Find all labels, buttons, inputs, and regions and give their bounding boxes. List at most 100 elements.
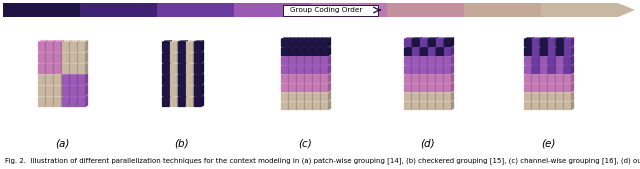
- Polygon shape: [404, 91, 414, 93]
- Polygon shape: [328, 38, 331, 47]
- Polygon shape: [444, 65, 454, 66]
- Polygon shape: [531, 101, 534, 110]
- Bar: [178, 97, 185, 107]
- Bar: [46, 86, 53, 96]
- Bar: [428, 66, 435, 74]
- Bar: [313, 57, 320, 65]
- Polygon shape: [289, 55, 299, 57]
- Polygon shape: [45, 52, 48, 63]
- Bar: [194, 64, 201, 74]
- Polygon shape: [435, 65, 438, 74]
- Polygon shape: [305, 55, 315, 57]
- Polygon shape: [618, 3, 635, 17]
- Polygon shape: [281, 82, 291, 84]
- Polygon shape: [38, 52, 48, 53]
- Bar: [313, 93, 320, 101]
- Bar: [3, 3, 80, 17]
- Polygon shape: [412, 82, 422, 84]
- Polygon shape: [85, 41, 88, 52]
- Polygon shape: [170, 41, 180, 42]
- Bar: [564, 102, 571, 110]
- Polygon shape: [312, 74, 315, 83]
- Bar: [556, 93, 563, 101]
- Polygon shape: [177, 52, 180, 63]
- Polygon shape: [540, 65, 550, 66]
- Bar: [297, 39, 304, 47]
- Polygon shape: [571, 101, 574, 110]
- Bar: [556, 102, 563, 110]
- Polygon shape: [162, 41, 172, 42]
- Polygon shape: [185, 84, 188, 96]
- Polygon shape: [77, 52, 80, 63]
- Polygon shape: [443, 38, 446, 47]
- Polygon shape: [563, 46, 566, 56]
- Bar: [464, 3, 541, 17]
- Bar: [313, 102, 320, 110]
- Bar: [556, 39, 563, 47]
- Polygon shape: [547, 55, 550, 65]
- Bar: [178, 53, 185, 63]
- Bar: [54, 42, 61, 52]
- Bar: [194, 75, 201, 85]
- Bar: [548, 84, 555, 92]
- Polygon shape: [45, 74, 48, 85]
- Polygon shape: [312, 65, 315, 74]
- Polygon shape: [297, 46, 307, 48]
- Bar: [548, 48, 555, 56]
- Polygon shape: [296, 65, 299, 74]
- Polygon shape: [444, 74, 454, 75]
- Polygon shape: [555, 82, 558, 92]
- Polygon shape: [404, 65, 414, 66]
- Bar: [556, 57, 563, 65]
- Polygon shape: [305, 38, 315, 39]
- Bar: [54, 75, 61, 85]
- Bar: [564, 84, 571, 92]
- Polygon shape: [524, 91, 534, 93]
- Polygon shape: [177, 84, 180, 96]
- Polygon shape: [201, 63, 204, 74]
- Polygon shape: [524, 65, 534, 66]
- Polygon shape: [540, 101, 550, 102]
- Polygon shape: [531, 65, 534, 74]
- Polygon shape: [443, 65, 446, 74]
- Bar: [412, 75, 419, 83]
- Polygon shape: [427, 82, 430, 92]
- Polygon shape: [428, 65, 438, 66]
- Polygon shape: [444, 55, 454, 57]
- Bar: [54, 64, 61, 74]
- Polygon shape: [186, 52, 196, 53]
- Polygon shape: [428, 46, 438, 48]
- Polygon shape: [288, 46, 291, 56]
- Polygon shape: [70, 63, 80, 64]
- Polygon shape: [313, 55, 323, 57]
- Polygon shape: [451, 46, 454, 56]
- Polygon shape: [194, 41, 204, 42]
- Polygon shape: [532, 91, 542, 93]
- Polygon shape: [564, 91, 574, 93]
- Bar: [524, 48, 531, 56]
- Polygon shape: [194, 74, 204, 75]
- Polygon shape: [548, 55, 558, 57]
- Polygon shape: [69, 52, 72, 63]
- Bar: [178, 42, 185, 52]
- Bar: [313, 66, 320, 74]
- Polygon shape: [555, 65, 558, 74]
- Polygon shape: [289, 74, 299, 75]
- Bar: [162, 64, 169, 74]
- Bar: [289, 93, 296, 101]
- Polygon shape: [435, 82, 438, 92]
- Bar: [540, 39, 547, 47]
- Polygon shape: [524, 101, 534, 102]
- Polygon shape: [201, 52, 204, 63]
- Polygon shape: [539, 46, 542, 56]
- Polygon shape: [61, 74, 64, 85]
- Bar: [428, 75, 435, 83]
- Polygon shape: [412, 55, 422, 57]
- Polygon shape: [61, 63, 64, 74]
- Polygon shape: [428, 55, 438, 57]
- Bar: [436, 66, 443, 74]
- Polygon shape: [328, 101, 331, 110]
- Polygon shape: [78, 41, 88, 42]
- Polygon shape: [540, 74, 550, 75]
- Bar: [281, 57, 288, 65]
